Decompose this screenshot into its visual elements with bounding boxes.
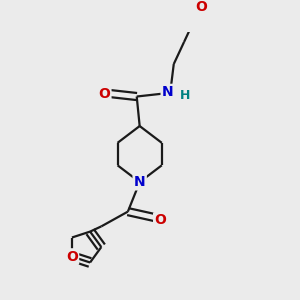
Text: O: O: [154, 214, 166, 227]
Text: N: N: [162, 85, 173, 99]
Text: O: O: [98, 87, 110, 100]
Text: O: O: [196, 0, 208, 14]
Text: H: H: [180, 88, 190, 101]
Text: O: O: [66, 250, 78, 264]
Text: N: N: [134, 175, 146, 189]
